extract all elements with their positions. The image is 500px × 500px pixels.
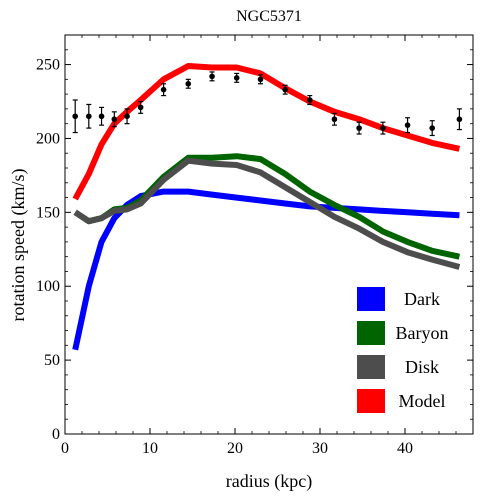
data-marker bbox=[257, 76, 264, 83]
data-point bbox=[209, 71, 215, 82]
chart-title: NGC5371 bbox=[236, 8, 302, 25]
data-marker bbox=[98, 113, 105, 120]
data-point bbox=[72, 99, 78, 134]
data-point bbox=[86, 103, 92, 129]
legend-swatch-baryon bbox=[357, 321, 385, 345]
data-point bbox=[124, 108, 130, 125]
x-tick-label: 30 bbox=[312, 440, 328, 457]
data-marker bbox=[282, 86, 288, 93]
data-point bbox=[282, 84, 288, 95]
legend-swatch-model bbox=[357, 389, 385, 413]
data-marker bbox=[124, 113, 130, 120]
data-point bbox=[160, 83, 167, 97]
data-marker bbox=[307, 97, 313, 103]
data-marker bbox=[404, 122, 411, 128]
legend-label-baryon: Baryon bbox=[396, 323, 449, 343]
axis-ticks: 0 10 20 30 40 0 50 100 150 200 250 bbox=[36, 35, 473, 457]
data-point bbox=[429, 120, 436, 137]
x-tick-label: 10 bbox=[142, 440, 158, 457]
data-marker bbox=[72, 113, 78, 120]
data-marker bbox=[209, 73, 215, 80]
data-point bbox=[456, 108, 463, 131]
data-point bbox=[331, 112, 338, 126]
y-tick-label: 150 bbox=[36, 204, 60, 221]
data-marker bbox=[86, 113, 92, 120]
y-tick-label: 250 bbox=[36, 57, 60, 74]
plot-frame bbox=[64, 34, 474, 435]
data-point bbox=[257, 74, 264, 85]
data-point bbox=[356, 121, 362, 135]
y-tick-label: 50 bbox=[44, 352, 60, 369]
data-marker bbox=[233, 75, 240, 81]
legend-swatch-dark bbox=[357, 287, 385, 311]
data-point bbox=[98, 106, 105, 126]
legend-label-model: Model bbox=[399, 391, 446, 411]
data-marker bbox=[137, 104, 144, 111]
data-marker bbox=[356, 125, 362, 131]
data-point bbox=[380, 121, 386, 135]
y-tick-label: 200 bbox=[36, 130, 60, 147]
x-axis-label: radius (kpc) bbox=[226, 471, 312, 492]
legend-swatch-disk bbox=[357, 355, 385, 379]
data-marker bbox=[331, 116, 338, 123]
data-point bbox=[404, 117, 411, 134]
series-line-disk bbox=[73, 157, 461, 270]
y-tick-label: 100 bbox=[36, 278, 60, 295]
data-point bbox=[233, 72, 240, 83]
x-tick-label: 0 bbox=[61, 440, 69, 457]
y-tick-label: 0 bbox=[52, 426, 60, 443]
data-point bbox=[307, 94, 313, 106]
data-marker bbox=[185, 80, 192, 87]
data-marker bbox=[160, 86, 167, 93]
series-line-dark bbox=[72, 188, 460, 351]
legend-label-dark: Dark bbox=[404, 289, 440, 309]
data-marker bbox=[380, 125, 386, 131]
data-marker bbox=[111, 116, 118, 123]
data-marker bbox=[456, 116, 463, 123]
legend: Dark Baryon Disk Model bbox=[344, 276, 466, 418]
legend-label-disk: Disk bbox=[405, 357, 439, 377]
data-point bbox=[185, 78, 192, 89]
data-point bbox=[137, 100, 144, 114]
data-point bbox=[111, 111, 118, 128]
data-marker bbox=[429, 125, 436, 131]
x-tick-label: 40 bbox=[397, 440, 413, 457]
y-axis-label: rotation speed (km/s) bbox=[8, 169, 29, 322]
plot-area bbox=[72, 63, 463, 351]
x-tick-label: 20 bbox=[227, 440, 243, 457]
